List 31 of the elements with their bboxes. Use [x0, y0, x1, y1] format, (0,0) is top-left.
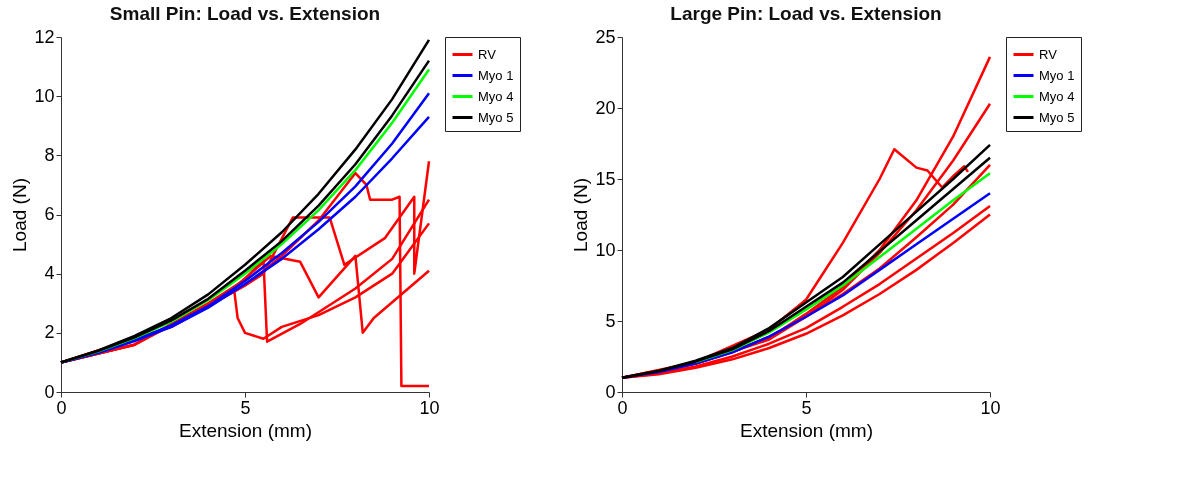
y-tick-label: 20 [595, 97, 616, 118]
x-tick-label: 10 [419, 397, 440, 418]
y-tick-label: 6 [44, 204, 55, 224]
x-axis-title: Extension (mm) [178, 419, 313, 441]
legend-label: Myo 4 [478, 88, 514, 104]
legend-label: Myo 5 [478, 109, 514, 125]
x-axis-title: Extension (mm) [739, 419, 874, 441]
legend-label: Myo 1 [478, 67, 514, 83]
chart-title: Large Pin: Load vs. Extension [670, 3, 942, 24]
legend-label: Myo 1 [1039, 67, 1075, 83]
y-tick-label: 12 [34, 26, 55, 47]
x-tick-label: 10 [980, 397, 1001, 418]
x-tick-label: 5 [801, 397, 812, 418]
y-tick-label: 10 [34, 85, 55, 106]
y-tick-label: 2 [44, 322, 55, 343]
legend-label: RV [1039, 46, 1058, 62]
y-axis-title: Load (N) [9, 178, 31, 252]
y-tick-label: 25 [595, 26, 616, 47]
y-tick-label: 0 [44, 381, 55, 402]
y-tick-label: 0 [605, 381, 616, 402]
y-tick-label: 8 [44, 144, 55, 165]
legend-label: Myo 4 [1039, 88, 1075, 104]
y-tick-label: 10 [595, 239, 616, 260]
x-tick-label: 5 [240, 397, 251, 418]
y-tick-label: 5 [605, 310, 616, 331]
chart-title: Small Pin: Load vs. Extension [109, 3, 381, 24]
legend-label: Myo 5 [1039, 109, 1075, 125]
y-tick-label: 15 [595, 168, 616, 189]
legend-label: RV [478, 46, 497, 62]
y-tick-label: 4 [44, 263, 55, 284]
y-axis-title: Load (N) [570, 178, 592, 252]
